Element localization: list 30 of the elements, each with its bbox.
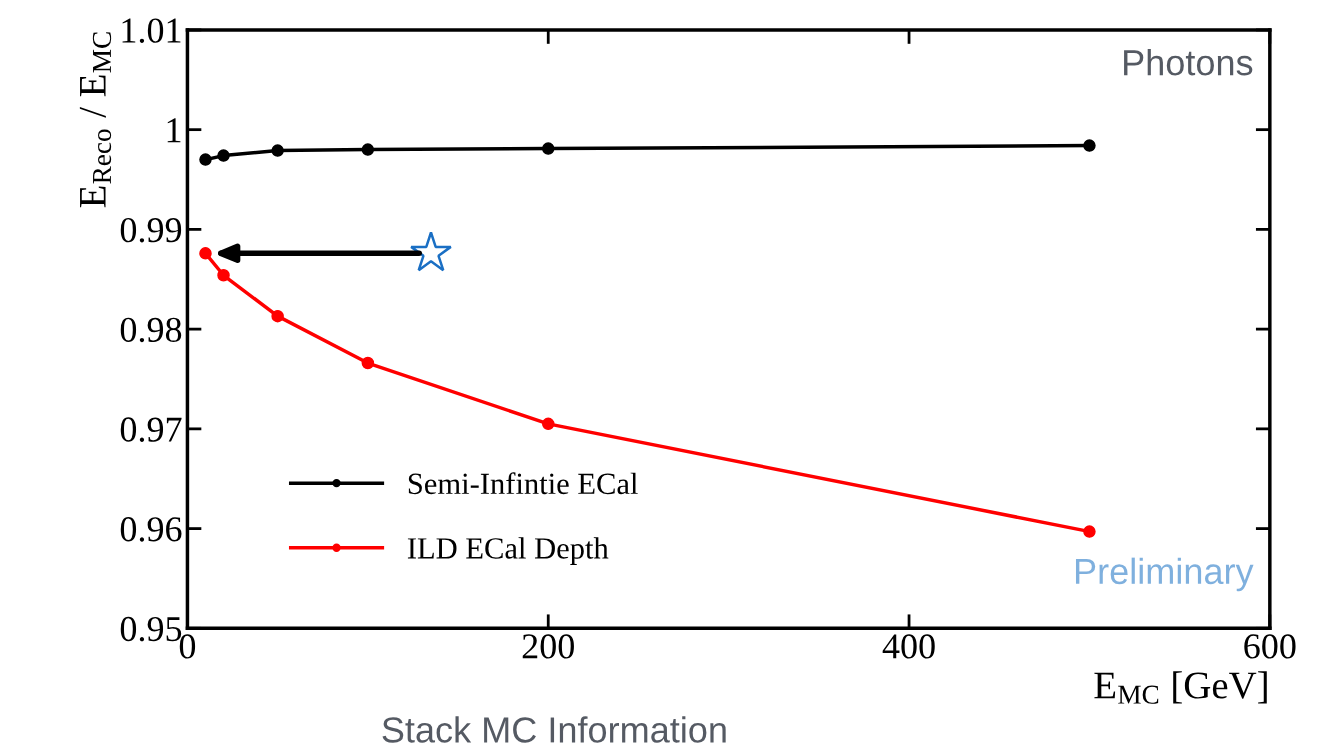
x-tick-label: 600: [1244, 634, 1296, 659]
x-tick-label: 400: [882, 634, 935, 659]
point: [541, 417, 555, 431]
y-tick-label: 0.98: [120, 317, 182, 343]
point: [199, 247, 212, 260]
point: [217, 149, 230, 162]
y-tick-label: 1: [167, 118, 181, 143]
y-axis-title: E$_{Reco}$ / E$_{MC}$: [79, 32, 112, 208]
annotation: Photons: [1124, 48, 1253, 76]
point: [1083, 525, 1096, 538]
point: [271, 144, 284, 157]
point: [361, 143, 375, 156]
y-tick-label: 0.95: [120, 616, 182, 642]
point: [541, 142, 555, 155]
legend-label: ILD ECal Depth: [407, 537, 609, 565]
y-tick-label: 0.99: [120, 217, 182, 243]
point: [199, 153, 212, 166]
y-tick-label: 1.01: [122, 18, 181, 43]
annotation: Preliminary: [1075, 557, 1254, 592]
point: [217, 269, 230, 282]
legend-label: Semi-Infintie ECal: [408, 472, 638, 495]
x-tick-label: 200: [522, 634, 574, 659]
x-tick-label: 0: [179, 634, 196, 659]
y-tick-label: 0.96: [120, 517, 182, 542]
text: Stack MC Information: [382, 716, 726, 743]
y-tick-label: 0.97: [120, 417, 182, 442]
point: [1083, 139, 1096, 152]
point: [361, 356, 375, 370]
point: [271, 309, 284, 323]
x-axis-title: E$_{MC}$ [GeV]: [1094, 671, 1267, 704]
